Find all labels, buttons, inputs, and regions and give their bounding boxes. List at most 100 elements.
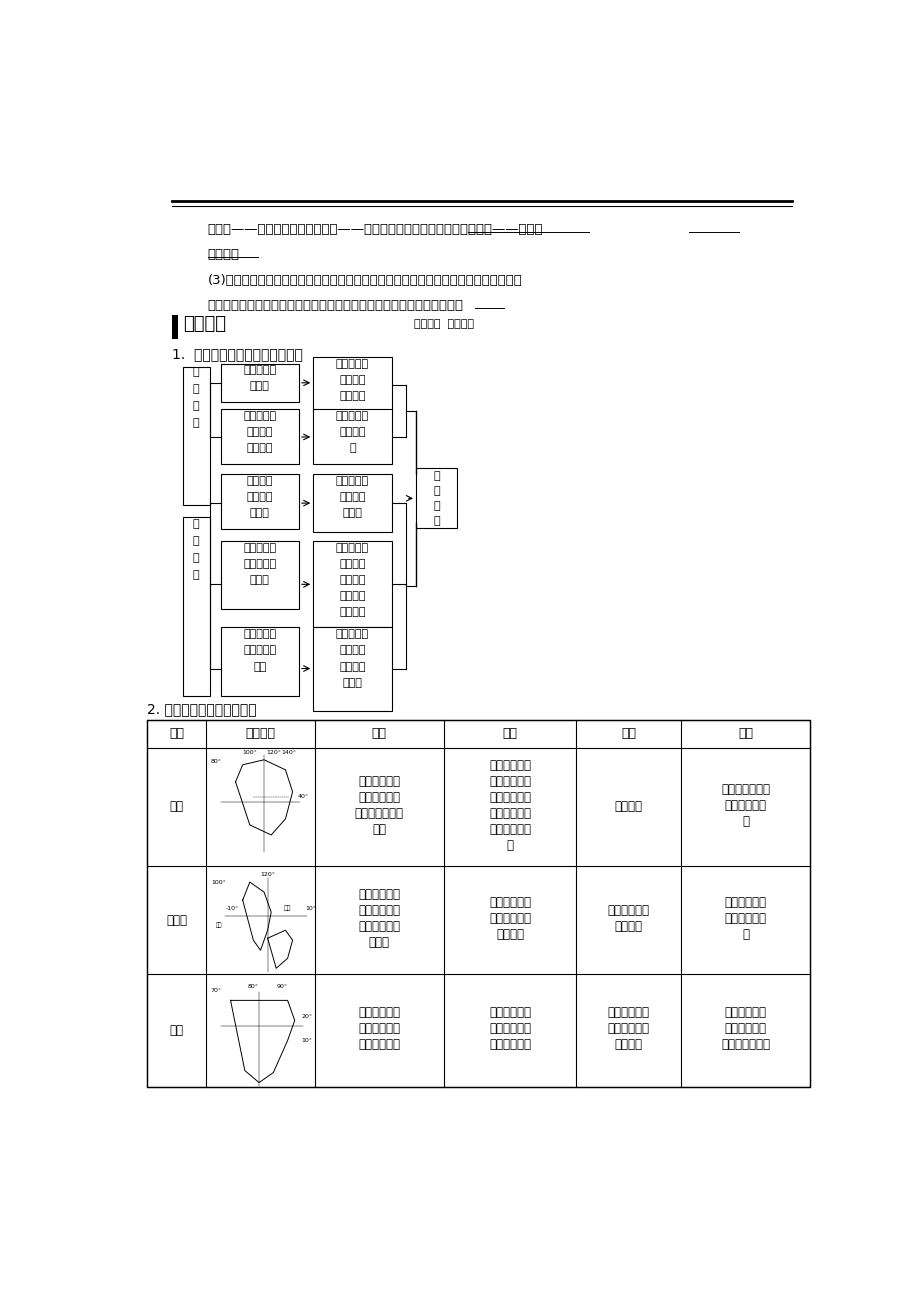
Bar — [172, 315, 177, 339]
Text: 南亚: 南亚 — [170, 1023, 184, 1036]
Text: 候: 候 — [506, 838, 513, 852]
Text: 汛现象: 汛现象 — [342, 677, 362, 687]
Text: 旱、雨两季，: 旱、雨两季， — [489, 1022, 530, 1035]
Text: 快，已形成完: 快，已形成完 — [724, 1022, 766, 1035]
Text: 游地区——华夏文化、印度河流域——印度河流域文化、美索不达米亚平原——西河流: 游地区——华夏文化、印度河流域——印度河流域文化、美索不达米亚平原——西河流 — [208, 224, 542, 237]
Text: 赤道: 赤道 — [284, 905, 291, 911]
Text: 民族工业发展: 民族工业发展 — [724, 1006, 766, 1019]
Text: 候: 候 — [193, 536, 199, 547]
Text: 业: 业 — [742, 928, 748, 941]
Text: 起伏大: 起伏大 — [250, 380, 269, 391]
Text: 水稻种植业和: 水稻种植业和 — [724, 896, 766, 909]
Bar — [147, 720, 810, 1087]
Text: 域文化。: 域文化。 — [208, 249, 240, 262]
Text: 形: 形 — [193, 384, 199, 393]
Text: 点: 点 — [433, 517, 439, 526]
Text: 为干旱和半: 为干旱和半 — [243, 560, 276, 569]
Text: 多火山: 多火山 — [369, 936, 390, 949]
Text: 90°: 90° — [276, 984, 287, 988]
Bar — [312, 628, 391, 711]
Text: 东部和南: 东部和南 — [246, 477, 273, 486]
Text: 80°: 80° — [210, 759, 221, 764]
Text: 黄色人种: 黄色人种 — [614, 801, 642, 814]
Text: 干旱区: 干旱区 — [250, 575, 269, 586]
Bar — [312, 474, 391, 533]
Text: 气候区: 气候区 — [250, 508, 269, 518]
Text: 带大陆性气候: 带大陆性气候 — [489, 807, 530, 820]
Text: 居民: 居民 — [620, 728, 636, 741]
Text: 高温多雨；热: 高温多雨；热 — [489, 896, 530, 909]
Text: 河: 河 — [433, 471, 439, 482]
Text: 山脉，中部印: 山脉，中部印 — [357, 1039, 400, 1052]
Text: 10°: 10° — [301, 1038, 312, 1043]
Text: 黄色人种；多: 黄色人种；多 — [607, 904, 649, 917]
Bar — [312, 409, 391, 464]
Text: 10°: 10° — [305, 906, 315, 910]
Text: 征: 征 — [193, 418, 199, 428]
Text: 多内流河，: 多内流河， — [335, 543, 369, 553]
Text: 140°: 140° — [281, 750, 296, 755]
Text: 20°: 20° — [301, 1014, 312, 1019]
Text: 100°: 100° — [243, 750, 257, 755]
Text: 山地为主: 山地为主 — [246, 443, 273, 453]
Text: 候区: 候区 — [253, 661, 267, 672]
Text: 丘陵: 丘陵 — [372, 823, 386, 836]
Text: 40°: 40° — [298, 794, 309, 799]
Text: 要点讲解  深层突破: 要点讲解 深层突破 — [414, 319, 474, 328]
Text: 中亚、西亚: 中亚、西亚 — [243, 543, 276, 553]
Bar — [221, 474, 299, 529]
Text: 水能丰富: 水能丰富 — [339, 391, 365, 401]
Text: 夏汛和凌: 夏汛和凌 — [339, 661, 365, 672]
Text: 赤道: 赤道 — [216, 922, 222, 928]
Text: 特: 特 — [433, 501, 439, 512]
Text: 水和山地: 水和山地 — [339, 591, 365, 602]
Text: 候，西部：温: 候，西部：温 — [489, 790, 530, 803]
Text: 整的工业体系，: 整的工业体系， — [720, 1039, 769, 1052]
Text: 气: 气 — [193, 519, 199, 529]
Text: 特: 特 — [193, 553, 199, 564]
Text: 东部：温带、: 东部：温带、 — [489, 759, 530, 772]
Text: 结冰期长，: 结冰期长， — [335, 629, 369, 639]
Text: 水量小，: 水量小， — [339, 560, 365, 569]
Text: 亚热带季风气: 亚热带季风气 — [489, 775, 530, 788]
Text: 相间，纵列分: 相间，纵列分 — [357, 904, 400, 917]
Text: 120°: 120° — [260, 871, 275, 876]
Text: 位置范围: 位置范围 — [245, 728, 275, 741]
Text: 面积广大，: 面积广大， — [243, 365, 276, 375]
Text: 种；佛教和印: 种；佛教和印 — [607, 1022, 649, 1035]
Bar — [221, 363, 299, 402]
Text: 深化探究: 深化探究 — [183, 315, 225, 332]
Text: 中部高峻，: 中部高峻， — [243, 411, 276, 421]
Bar — [312, 542, 391, 628]
Text: 以高原、: 以高原、 — [246, 427, 273, 437]
Text: 全年高温，分: 全年高温，分 — [489, 1006, 530, 1019]
Text: 雨林气候: 雨林气候 — [495, 928, 524, 941]
Text: 80°: 80° — [248, 984, 258, 988]
Text: 度教源地: 度教源地 — [614, 1039, 642, 1052]
Text: 降水为主: 降水为主 — [339, 607, 365, 617]
Text: 北部喜马拉雅: 北部喜马拉雅 — [357, 1022, 400, 1035]
Text: 区域: 区域 — [169, 728, 184, 741]
Text: 以冰雪融: 以冰雪融 — [339, 575, 365, 586]
Text: 洋: 洋 — [348, 443, 356, 453]
Text: 地: 地 — [193, 367, 199, 376]
Bar — [183, 367, 210, 505]
Text: 众多长河，: 众多长河， — [335, 359, 369, 368]
Bar — [221, 628, 299, 695]
Text: 2. 亚洲主要分区的地理特征: 2. 亚洲主要分区的地理特征 — [147, 703, 256, 716]
Text: 形成夏汛，: 形成夏汛， — [335, 477, 369, 486]
Text: 流入三大: 流入三大 — [339, 427, 365, 437]
Text: 经济发展较快；西亚一些国家，因大量出口石油，成为比较富裕的国家。: 经济发展较快；西亚一些国家，因大量出口石油，成为比较富裕的国家。 — [208, 298, 463, 311]
Text: (3)经济发展差异：大部分属于发展中国家。其中东亚、东南亚的一些国家，如新加坡，: (3)经济发展差异：大部分属于发展中国家。其中东亚、东南亚的一些国家，如新加坡， — [208, 273, 522, 286]
Text: 落差大，: 落差大， — [339, 375, 365, 385]
Text: 水量季节: 水量季节 — [339, 492, 365, 503]
Text: 呈放射状，: 呈放射状， — [335, 411, 369, 421]
Text: 西部畜牧业发: 西部畜牧业发 — [724, 799, 766, 812]
Text: 有春汛、: 有春汛、 — [339, 646, 365, 655]
Text: 信奉佛教: 信奉佛教 — [614, 921, 642, 934]
Text: 三大地形区：: 三大地形区： — [357, 1006, 400, 1019]
Text: 带季风和热带: 带季风和热带 — [489, 913, 530, 926]
Text: 白色和黑色人: 白色和黑色人 — [607, 1006, 649, 1019]
Bar — [221, 409, 299, 464]
Text: 变化大: 变化大 — [342, 508, 362, 518]
